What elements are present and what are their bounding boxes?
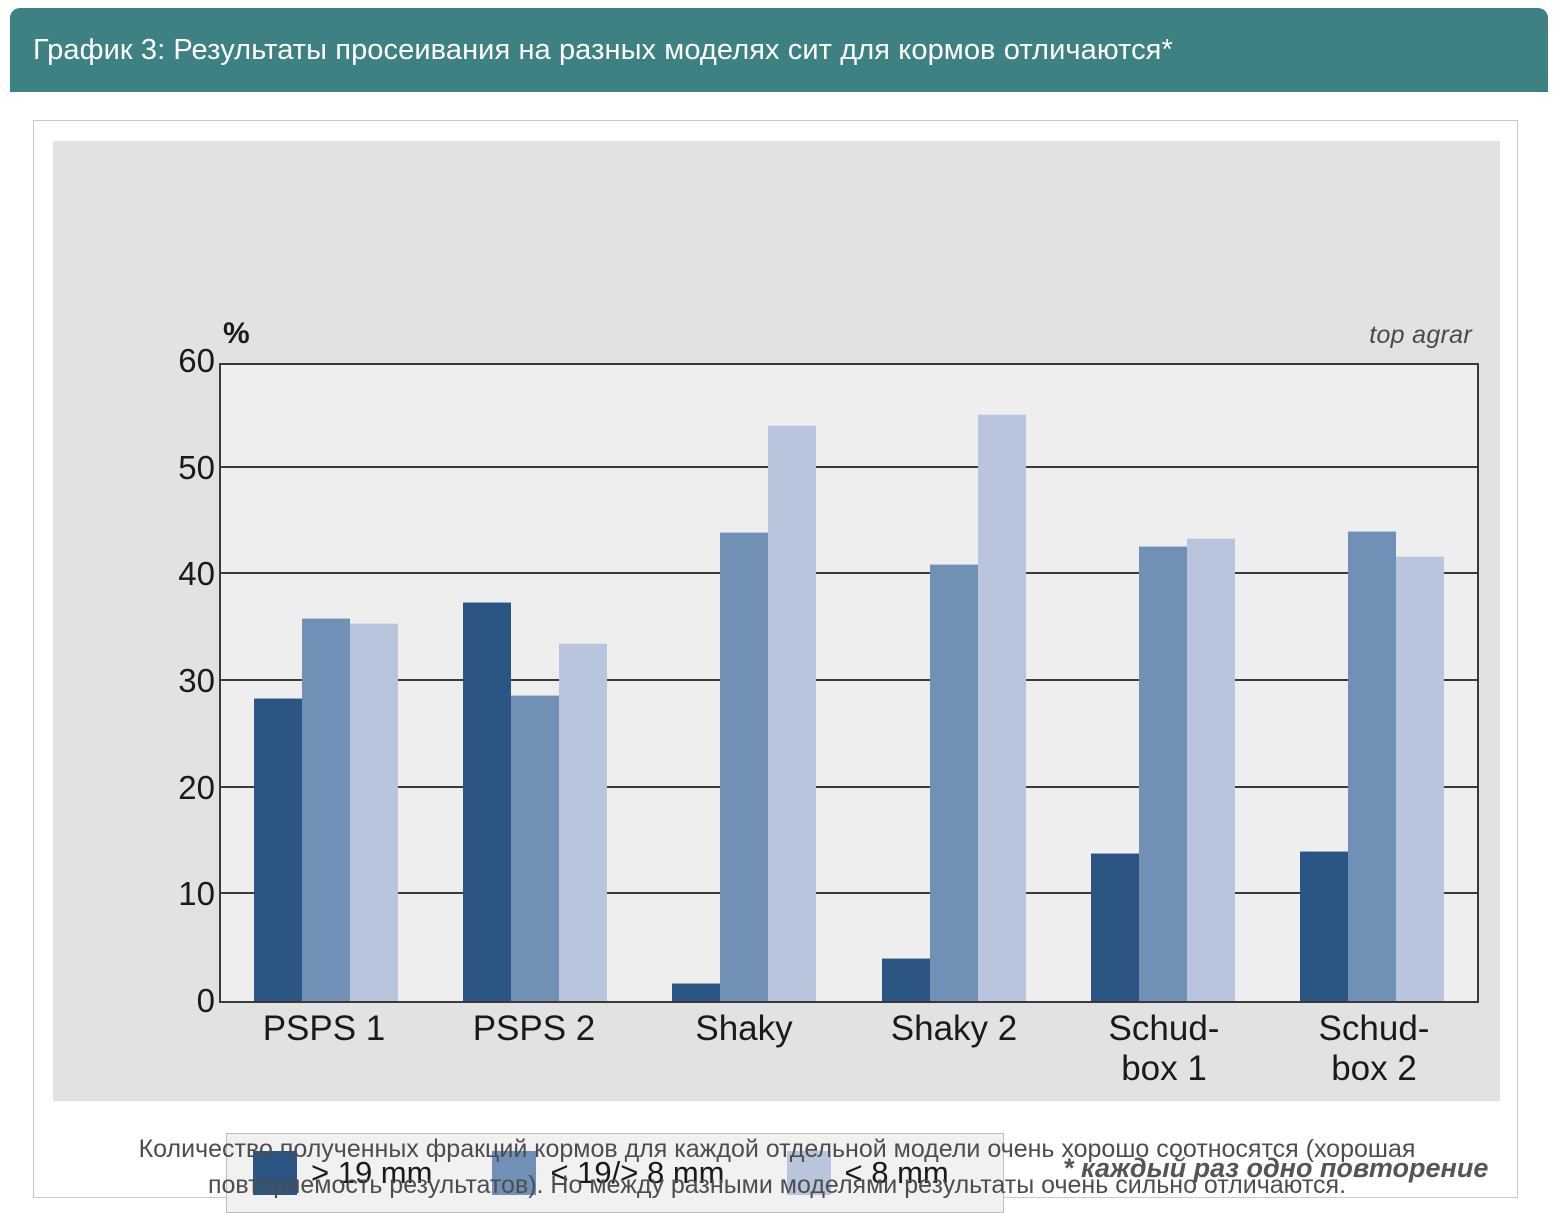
bar-1-2 <box>558 642 607 1001</box>
x-tick-line: Schud- <box>1108 1009 1220 1048</box>
x-tick-label-1: PSPS 2 <box>429 1009 639 1089</box>
x-tick-label-0: PSPS 1 <box>219 1009 429 1089</box>
legend-footnote: * каждый раз одно повторение <box>1063 1153 1489 1183</box>
x-tick-line: box 1 <box>1121 1048 1207 1088</box>
x-tick-line: Shaky <box>695 1009 793 1048</box>
bar-5-1 <box>1348 530 1397 1001</box>
bar-5-0 <box>1300 850 1349 1001</box>
x-axis-labels: PSPS 1 PSPS 2 Shaky Shaky 2 Schud-box 1 Schud… <box>219 1009 1479 1089</box>
legend-item-2: < 8 mm <box>786 1151 949 1195</box>
bar-group-0 <box>221 365 430 1001</box>
y-tick-label-50: 50 <box>178 448 215 486</box>
bar-group-3 <box>849 365 1058 1001</box>
gridline-10 <box>221 892 1477 895</box>
y-axis-unit-label: % <box>223 317 250 350</box>
legend-item-0: > 19 mm <box>253 1151 432 1195</box>
bar-2-2 <box>768 425 817 1001</box>
bar-group-5 <box>1268 365 1477 1001</box>
bar-2-1 <box>720 531 769 1001</box>
bar-4-2 <box>1186 538 1235 1001</box>
x-tick-line: Shaky 2 <box>890 1009 1018 1048</box>
bar-groups <box>221 365 1477 1001</box>
bar-group-1 <box>430 365 639 1001</box>
legend-item-1: < 19/> 8 mm <box>492 1151 725 1195</box>
chart-card: % top agrar 0 10 20 30 40 50 60 PSPS 1 PSPS 2 Sh… <box>33 120 1518 1213</box>
x-tick-label-3: Shaky 2 <box>849 1009 1059 1089</box>
gridline-40 <box>221 572 1477 575</box>
bar-3-1 <box>929 563 978 1001</box>
header-bar: График 3: Результаты просеивания на разн… <box>10 8 1548 92</box>
x-tick-label-2: Shaky <box>639 1009 849 1089</box>
bar-0-0 <box>253 698 302 1001</box>
bar-group-2 <box>640 365 849 1001</box>
y-tick-label-60: 60 <box>178 342 215 379</box>
bar-3-2 <box>977 414 1026 1001</box>
bar-3-0 <box>881 958 930 1001</box>
x-tick-line: PSPS 1 <box>262 1009 386 1048</box>
x-tick-label-4: Schud-box 1 <box>1059 1009 1269 1089</box>
y-tick-label-40: 40 <box>178 555 215 593</box>
legend-label-2: < 8 mm <box>844 1155 949 1190</box>
legend-swatch-icon-2 <box>786 1151 831 1195</box>
bar-5-2 <box>1396 556 1445 1001</box>
plot-area: 0 10 20 30 40 50 60 <box>178 342 1479 1019</box>
x-tick-line: box 2 <box>1331 1048 1417 1088</box>
gridline-20 <box>221 785 1477 788</box>
gridline-30 <box>221 679 1477 681</box>
bar-4-0 <box>1090 852 1139 1001</box>
x-tick-label-5: Schud-box 2 <box>1269 1009 1479 1089</box>
chart-panel: % top agrar 0 10 20 30 40 50 60 PSPS 1 PSPS 2 Sh… <box>53 141 1500 1213</box>
legend-swatch-icon-0 <box>253 1151 297 1195</box>
chart-caption: Количество полученных фракций кормов для… <box>138 1135 1416 1200</box>
bar-group-4 <box>1058 365 1267 1001</box>
x-tick-line: Schud- <box>1318 1009 1430 1048</box>
gridline-60 <box>221 359 1477 361</box>
legend-label-1: < 19/> 8 mm <box>550 1155 725 1190</box>
y-tick-label-10: 10 <box>178 875 215 913</box>
x-tick-line: PSPS 2 <box>472 1009 596 1048</box>
bar-2-0 <box>672 982 721 1001</box>
gridline-50 <box>221 465 1477 468</box>
bar-0-2 <box>349 623 398 1001</box>
watermark-label: top agrar <box>1369 321 1472 349</box>
y-tick-label-20: 20 <box>178 768 215 806</box>
bar-0-1 <box>301 618 350 1001</box>
legend-label-0: > 19 mm <box>311 1155 433 1190</box>
y-tick-label-30: 30 <box>178 662 215 699</box>
bar-1-1 <box>510 694 559 1001</box>
y-tick-label-0: 0 <box>196 982 215 1019</box>
legend-swatch-icon-1 <box>492 1151 537 1195</box>
bar-4-1 <box>1138 545 1187 1001</box>
page-title: График 3: Результаты просеивания на разн… <box>33 33 1173 66</box>
bar-1-0 <box>462 602 511 1001</box>
chart-legend: > 19 mm < 19/> 8 mm < 8 mm <box>226 1133 1004 1213</box>
